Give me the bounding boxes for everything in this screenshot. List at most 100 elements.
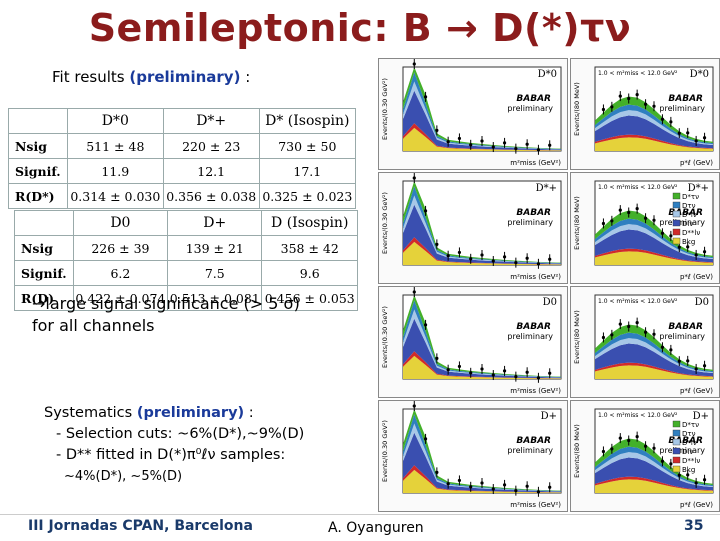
legend-swatch: [672, 228, 681, 236]
data-point: [536, 148, 541, 152]
x-axis-label: m²miss (GeV²): [510, 387, 561, 395]
data-point: [694, 253, 698, 257]
legend-swatch: [672, 465, 681, 473]
data-point: [412, 176, 416, 180]
table-cell: 730 ± 50: [258, 133, 357, 159]
table-cell: 7.5: [167, 260, 263, 286]
data-point: [525, 142, 529, 146]
channel-label: D0: [695, 297, 709, 308]
data-point: [618, 208, 622, 212]
legend-entry: D*τν: [682, 193, 699, 201]
data-point: [480, 139, 484, 143]
preliminary-label: preliminary: [507, 218, 553, 227]
data-point: [601, 221, 606, 226]
data-point: [446, 482, 450, 486]
channel-label: D*+: [688, 183, 709, 194]
data-point: [677, 473, 681, 477]
data-point: [469, 485, 473, 489]
fit-plot-panel: D*+ BABAR preliminary m²miss (GeV²) Events/(…: [378, 172, 568, 284]
data-point: [480, 481, 484, 485]
title-bar: [0, 0, 720, 62]
data-point: [423, 209, 428, 213]
data-point: [491, 145, 495, 149]
data-point: [702, 478, 707, 482]
data-point: [457, 250, 462, 255]
data-point: [702, 364, 707, 368]
legend-entry: Dlν: [682, 448, 693, 456]
preliminary-label: preliminary: [659, 218, 705, 227]
table-cell: 9.6: [261, 260, 358, 286]
data-point: [610, 219, 614, 223]
fit-plot-panel: D*+ BABAR preliminary p*ℓ (GeV) Events/(80 M…: [570, 172, 720, 284]
data-point: [435, 356, 439, 360]
table-row: R(D*) 0.314 ± 0.030 0.356 ± 0.038 0.325 …: [8, 183, 357, 209]
data-point: [457, 364, 462, 369]
data-point: [412, 62, 416, 66]
stack-layer: [403, 469, 561, 493]
x-axis-label: m²miss (GeV²): [510, 501, 561, 509]
data-point: [627, 324, 631, 329]
row-label: Signif.: [8, 158, 68, 184]
legend-entry: D*lν: [682, 211, 697, 219]
data-point: [618, 436, 622, 440]
data-point: [669, 348, 673, 352]
data-point: [635, 321, 639, 325]
legend-entry: Dτν: [682, 202, 696, 210]
legend-entry: Dlν: [682, 220, 693, 228]
channel-label: D*+: [536, 183, 557, 194]
data-point: [635, 207, 639, 211]
data-point: [627, 438, 631, 443]
data-point: [548, 371, 552, 375]
data-point: [694, 367, 698, 371]
table-header: D (Isospin): [261, 210, 358, 236]
data-point: [514, 489, 518, 493]
data-point: [423, 437, 428, 441]
data-point: [686, 473, 690, 477]
cut-label: 1.0 < m²miss < 12.0 GeV²: [598, 184, 678, 191]
table-cell: 17.1: [258, 158, 357, 184]
y-axis-label: Events/(80 MeV): [573, 424, 581, 478]
table-cell: 220 ± 23: [162, 133, 260, 159]
data-point: [536, 490, 541, 494]
row-label: Nsig: [14, 235, 74, 261]
data-point: [601, 449, 606, 454]
table-header: D+: [167, 210, 263, 236]
table-cell: 0.356 ± 0.038: [162, 183, 260, 209]
data-point: [491, 487, 495, 491]
data-point: [643, 102, 648, 106]
fit-plot-panel: D+ BABAR preliminary m²miss (GeV²) Events/(0…: [378, 400, 568, 512]
legend-swatch: [672, 201, 681, 209]
data-point: [669, 120, 673, 124]
data-point: [652, 332, 656, 336]
table-row: Nsig 226 ± 39 139 ± 21 358 ± 42: [14, 235, 358, 261]
data-point: [669, 462, 673, 466]
legend-entry: D*lν: [682, 439, 697, 447]
channel-label: D*0: [538, 69, 557, 80]
stack-layer: [595, 479, 713, 493]
channel-label: D+: [693, 411, 709, 422]
table-cell: 12.1: [162, 158, 260, 184]
data-point: [457, 478, 462, 483]
legend-entry: D**lν: [682, 457, 700, 465]
data-point: [502, 141, 507, 145]
x-axis-label: p*ℓ (GeV): [680, 159, 713, 167]
stack-layer: [595, 251, 713, 265]
data-point: [635, 435, 639, 439]
data-point: [694, 139, 698, 143]
legend-swatch: [672, 237, 681, 245]
data-point: [686, 359, 690, 363]
data-point: [702, 250, 707, 254]
babar-label: BABAR: [516, 208, 551, 218]
data-point: [412, 290, 416, 294]
legend-entry: Dτν: [682, 430, 696, 438]
stack-layer: [403, 241, 561, 265]
data-point: [514, 147, 518, 151]
legend-swatch: [672, 192, 681, 200]
data-point: [618, 322, 622, 326]
data-point: [435, 128, 439, 132]
legend-swatch: [672, 456, 681, 464]
x-axis-label: p*ℓ (GeV): [680, 387, 713, 395]
data-point: [635, 93, 639, 97]
data-point: [643, 216, 648, 220]
data-point: [548, 143, 552, 147]
